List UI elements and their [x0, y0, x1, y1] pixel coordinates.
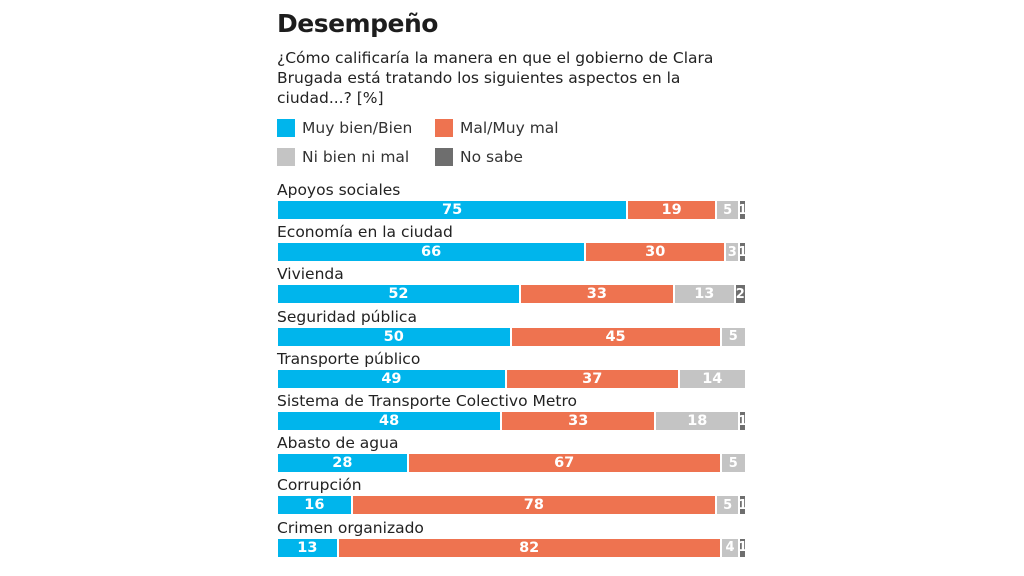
bar-segment-muy-bien-bien: 66 — [278, 243, 587, 262]
bar-segment-ni-bien-ni-mal: 5 — [721, 454, 745, 473]
data-label: 30 — [645, 244, 666, 261]
bar-segment-muy-bien-bien: 75 — [278, 201, 629, 219]
data-label: 1 — [740, 540, 745, 556]
data-label: 78 — [523, 497, 544, 514]
bar-segment-mal-muy-mal: 33 — [520, 285, 675, 304]
bar-row: 13 82 4 1 — [278, 538, 745, 557]
data-label: 4 — [725, 540, 735, 556]
bar-row: 16 78 5 1 — [278, 496, 745, 515]
category-label: Apoyos sociales — [277, 181, 401, 199]
data-label: 5 — [723, 202, 733, 218]
legend-label: Muy bien/Bien — [302, 119, 413, 137]
category-label: Sistema de Transporte Colectivo Metro — [277, 392, 577, 410]
bar-row: 49 37 14 — [278, 369, 745, 388]
legend-swatch-mal-muy-mal — [435, 119, 453, 137]
bar-segment-no-sabe: 1 — [740, 243, 745, 262]
bar-segment-no-sabe: 1 — [740, 412, 745, 430]
bar-segment-mal-muy-mal: 33 — [502, 412, 657, 430]
legend-item-muy-bien-bien: Muy bien/Bien — [277, 119, 412, 137]
data-label: 28 — [332, 455, 353, 472]
bar-segment-mal-muy-mal: 30 — [586, 243, 727, 262]
bar-segment-muy-bien-bien: 48 — [278, 412, 503, 430]
bar-segment-muy-bien-bien: 13 — [278, 538, 339, 557]
category-label: Economía en la ciudad — [277, 223, 453, 242]
bar-segment-mal-muy-mal: 45 — [511, 327, 722, 346]
bar-segment-ni-bien-ni-mal: 3 — [726, 243, 741, 262]
data-label: 52 — [388, 286, 409, 303]
bar-segment-muy-bien-bien: 52 — [278, 285, 521, 304]
data-label: 13 — [297, 539, 318, 556]
bar-row: 75 19 5 1 — [278, 201, 745, 219]
bar-segment-muy-bien-bien: 16 — [278, 496, 353, 515]
bar-segment-no-sabe: 1 — [740, 538, 745, 557]
bar-segment-ni-bien-ni-mal: 18 — [656, 412, 741, 430]
legend-item-ni-bien-ni-mal: Ni bien ni mal — [277, 148, 409, 166]
data-label: 75 — [442, 202, 463, 218]
bar-segment-mal-muy-mal: 78 — [352, 496, 717, 515]
bar-segment-no-sabe: 2 — [735, 285, 745, 304]
data-label: 5 — [728, 329, 738, 345]
bar-segment-mal-muy-mal: 67 — [408, 454, 722, 473]
category-label: Corrupción — [277, 476, 362, 495]
legend-item-no-sabe: No sabe — [435, 148, 523, 166]
bar-segment-muy-bien-bien: 28 — [278, 454, 409, 473]
data-label: 1 — [740, 413, 745, 429]
legend-swatch-muy-bien-bien — [277, 119, 295, 137]
data-label: 5 — [728, 455, 738, 471]
data-label: 14 — [702, 370, 723, 387]
bar-row: 28 67 5 — [278, 454, 745, 473]
data-label: 18 — [687, 413, 708, 429]
legend-label: Ni bien ni mal — [302, 148, 410, 166]
bar-segment-no-sabe: 1 — [740, 201, 745, 219]
data-label: 1 — [740, 244, 745, 260]
bar-row: 66 30 3 1 — [278, 243, 745, 262]
bar-segment-ni-bien-ni-mal: 4 — [721, 538, 741, 557]
bar-segment-mal-muy-mal: 37 — [506, 369, 680, 388]
category-label: Crimen organizado — [277, 518, 424, 537]
data-label: 1 — [740, 497, 745, 513]
legend-item-mal-muy-mal: Mal/Muy mal — [435, 119, 559, 137]
data-label: 2 — [735, 286, 745, 302]
bar-segment-muy-bien-bien: 50 — [278, 327, 512, 346]
category-label: Vivienda — [277, 265, 344, 284]
data-label: 16 — [304, 497, 325, 514]
bar-segment-mal-muy-mal: 19 — [628, 201, 717, 219]
bar-segment-mal-muy-mal: 82 — [338, 538, 722, 557]
data-label: 66 — [421, 244, 442, 261]
data-label: 37 — [582, 370, 603, 387]
bar-segment-no-sabe: 1 — [740, 496, 745, 515]
data-label: 13 — [694, 286, 715, 303]
data-label: 1 — [740, 202, 745, 218]
chart-subtitle: ¿Cómo calificaría la manera en que el go… — [277, 49, 714, 107]
bar-row: 48 33 18 1 — [278, 412, 745, 430]
bar-segment-ni-bien-ni-mal: 5 — [721, 327, 745, 346]
data-label: 45 — [605, 328, 626, 345]
legend-swatch-ni-bien-ni-mal — [277, 148, 295, 166]
data-label: 82 — [519, 539, 540, 556]
bar-segment-ni-bien-ni-mal: 13 — [674, 285, 736, 304]
bar-row: 52 33 13 2 — [278, 285, 745, 304]
data-label: 33 — [568, 413, 589, 429]
data-label: 33 — [586, 286, 607, 303]
bar-segment-muy-bien-bien: 49 — [278, 369, 507, 388]
chart-title: Desempeño — [277, 9, 438, 38]
data-label: 48 — [378, 413, 400, 429]
category-label: Abasto de agua — [277, 434, 399, 453]
category-label: Seguridad pública — [277, 307, 417, 326]
legend-swatch-no-sabe — [435, 148, 453, 166]
bar-segment-ni-bien-ni-mal: 5 — [716, 496, 741, 515]
data-label: 5 — [723, 497, 733, 513]
data-label: 67 — [554, 455, 575, 472]
bar-row: 50 45 5 — [278, 327, 745, 346]
legend-label: Mal/Muy mal — [460, 119, 559, 137]
bar-segment-ni-bien-ni-mal: 5 — [716, 201, 741, 219]
data-label: 19 — [661, 202, 682, 218]
data-label: 49 — [381, 370, 402, 387]
bar-segment-ni-bien-ni-mal: 14 — [679, 369, 745, 388]
data-label: 3 — [727, 244, 737, 260]
category-label: Transporte público — [277, 349, 421, 368]
data-label: 50 — [383, 328, 404, 345]
legend-label: No sabe — [460, 148, 523, 166]
